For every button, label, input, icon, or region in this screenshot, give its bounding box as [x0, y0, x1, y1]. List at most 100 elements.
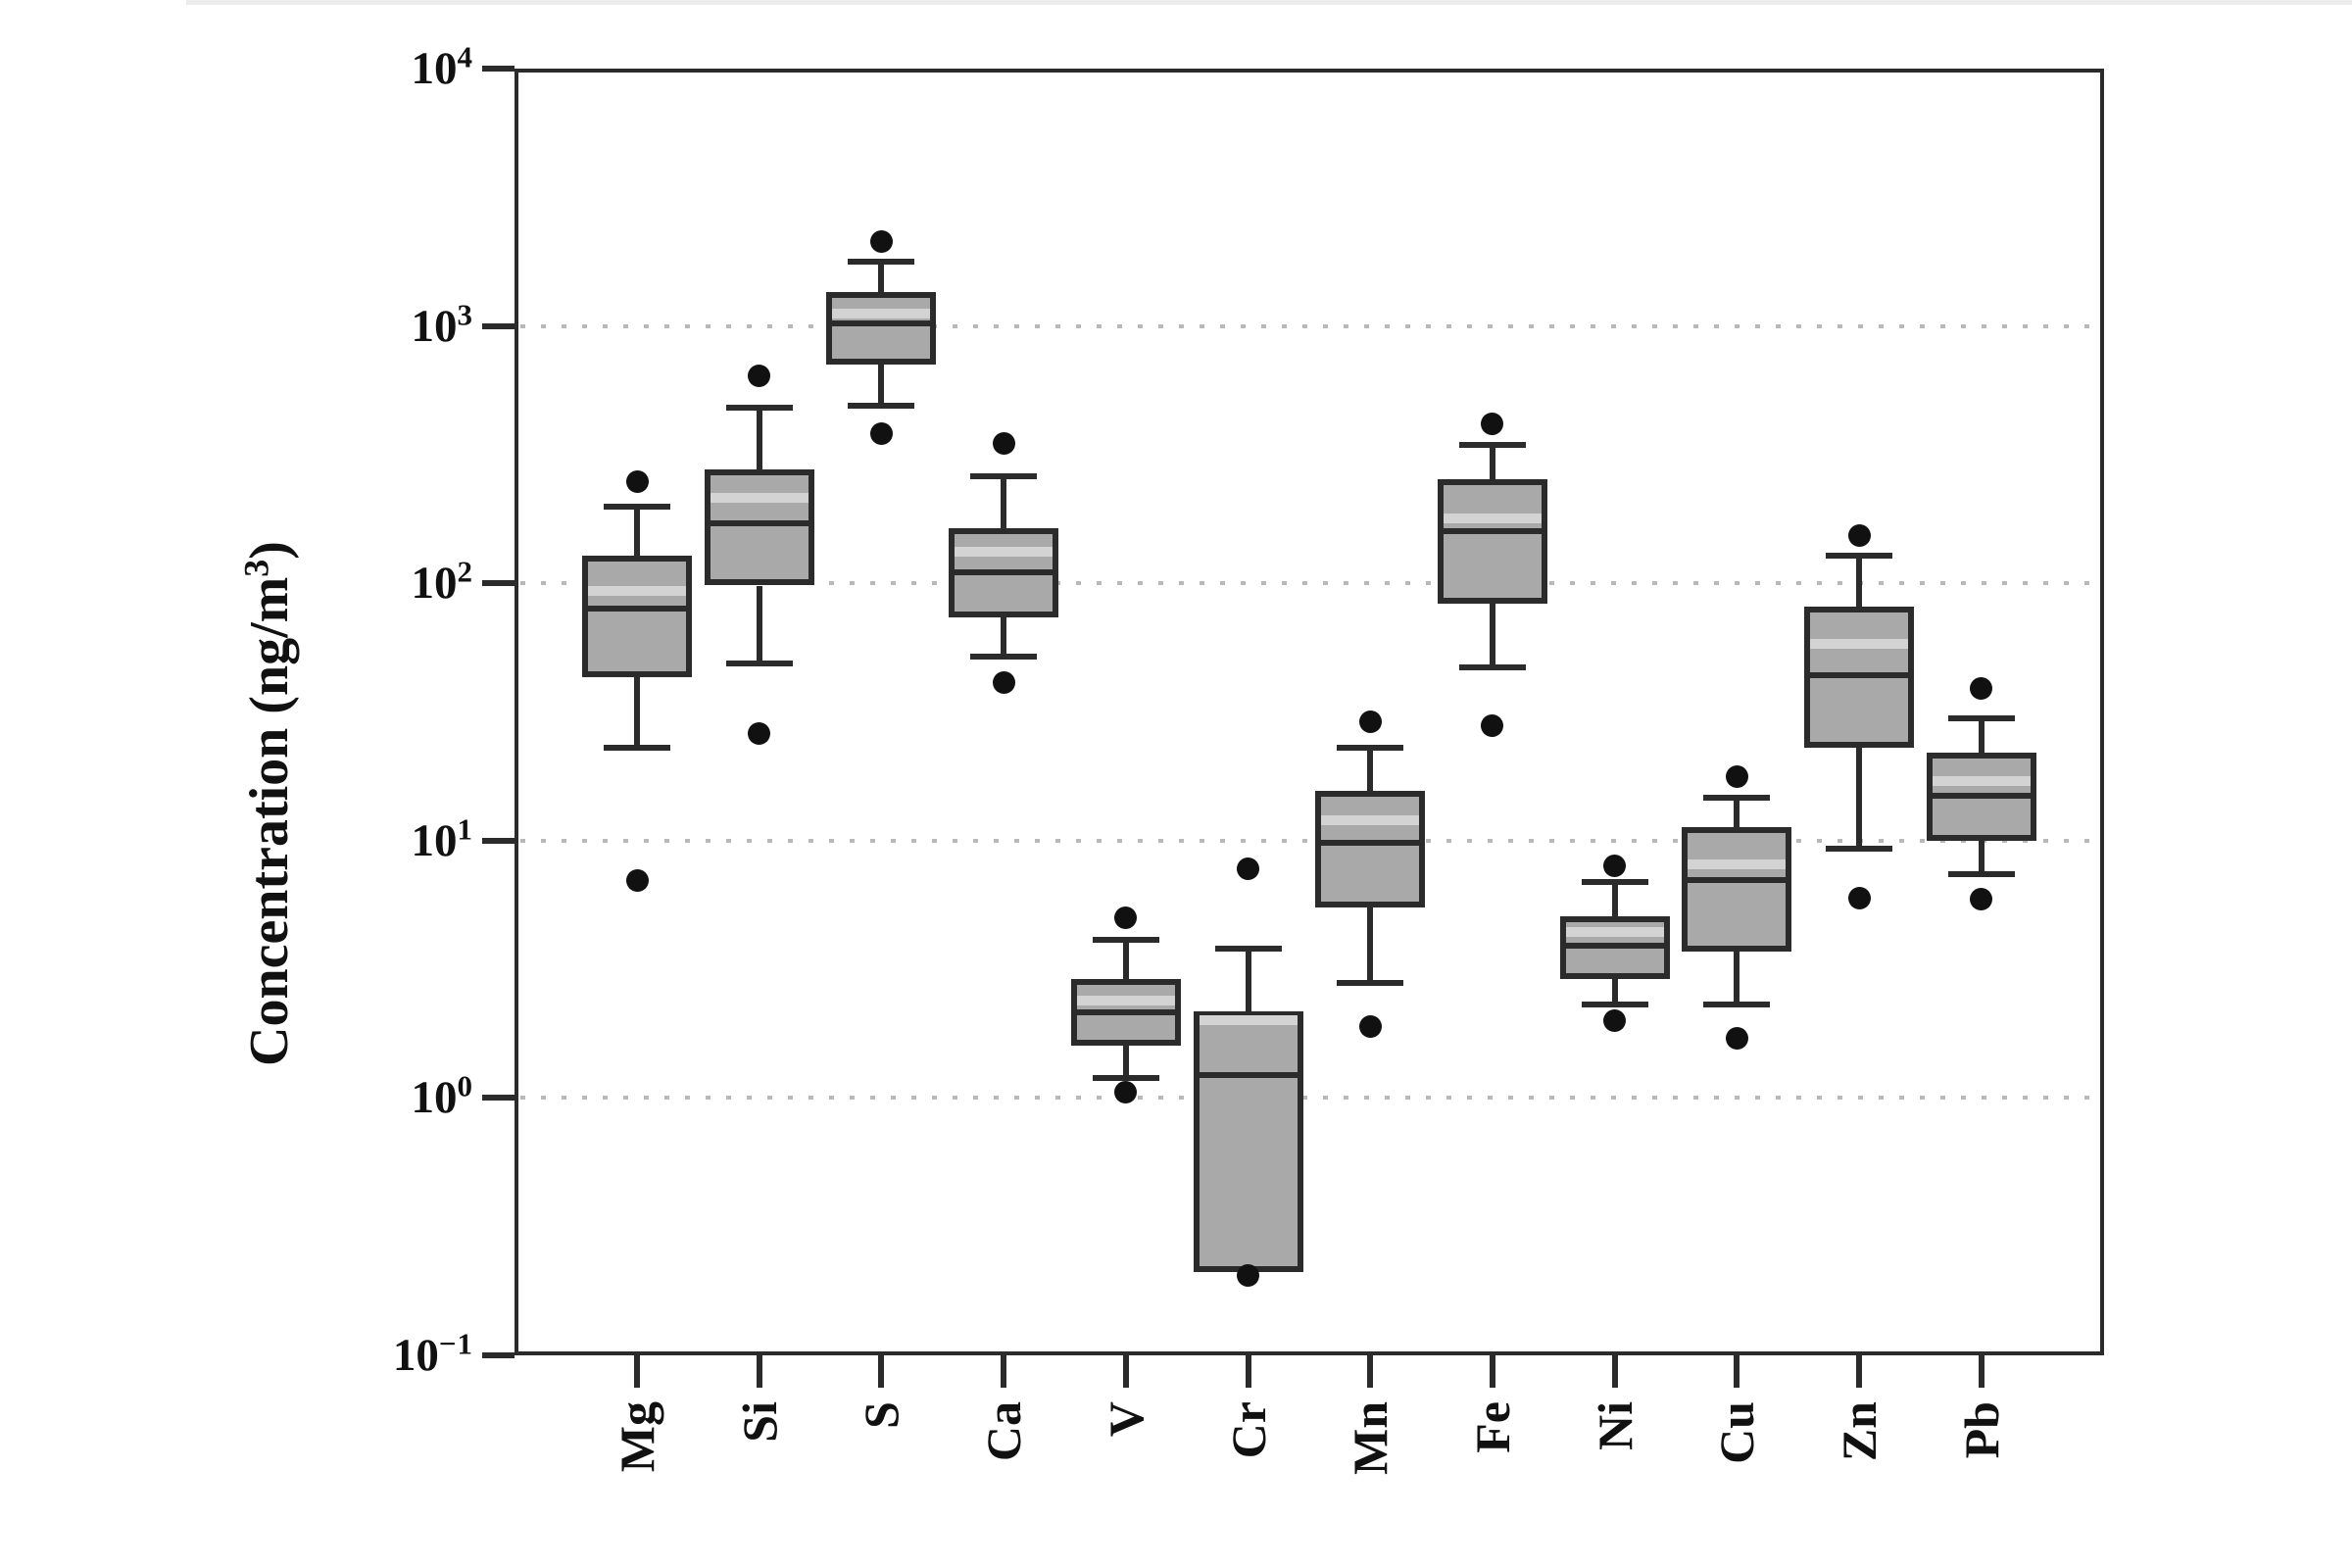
y-tick-base: 10 — [411, 1072, 458, 1124]
x-tick-mark — [878, 1355, 885, 1388]
x-tick-label-fe: Fe — [1464, 1401, 1520, 1453]
iqr-box — [704, 469, 814, 586]
x-tick-label-s: S — [854, 1401, 909, 1429]
lower-whisker-cap — [604, 744, 670, 751]
x-tick-label-v: V — [1098, 1401, 1153, 1438]
lower-whisker — [1611, 978, 1618, 1005]
upper-whisker-cap — [1337, 744, 1404, 751]
median-line — [955, 569, 1054, 576]
upper-whisker — [1001, 476, 1007, 529]
gridline-10e0 — [520, 1096, 2098, 1101]
y-tick-base: 10 — [392, 1330, 439, 1381]
iqr-box — [1437, 479, 1547, 605]
outlier-dot — [869, 422, 893, 446]
y-tick-label: 103 — [258, 297, 473, 356]
median-line — [1565, 943, 1664, 950]
y-tick-mark — [482, 322, 514, 329]
outlier-dot — [1725, 764, 1748, 788]
y-tick-exponent: 4 — [457, 39, 473, 74]
median-line — [1321, 840, 1420, 847]
lower-whisker — [1367, 906, 1374, 983]
mean-line — [1688, 858, 1787, 869]
x-tick-label-zn: Zn — [1832, 1401, 1886, 1462]
mean-line — [1199, 1015, 1298, 1026]
iqr-box — [1193, 1010, 1303, 1273]
upper-whisker — [1978, 717, 1984, 753]
x-tick-mark — [1001, 1355, 1007, 1388]
upper-whisker — [878, 261, 885, 292]
lower-whisker — [756, 585, 762, 663]
upper-whisker — [1367, 747, 1374, 792]
iqr-box — [582, 556, 692, 678]
iqr-box — [826, 291, 937, 366]
gridline-10e1 — [520, 838, 2098, 843]
outlier-dot — [1358, 1014, 1382, 1038]
y-tick-base: 10 — [411, 814, 458, 866]
upper-whisker — [1856, 556, 1862, 608]
x-tick-label-ni: Ni — [1587, 1401, 1642, 1450]
x-tick-label-cr: Cr — [1220, 1401, 1276, 1459]
upper-whisker — [1734, 797, 1740, 827]
y-tick-label: 102 — [258, 554, 473, 612]
y-tick-mark — [482, 1095, 514, 1102]
upper-whisker-cap — [1703, 794, 1771, 801]
page-top-edge — [186, 0, 2352, 5]
gridline-10e2 — [520, 581, 2098, 586]
upper-whisker-cap — [725, 405, 793, 412]
outlier-dot — [1603, 854, 1627, 877]
lower-whisker-cap — [1337, 979, 1404, 986]
outlier-dot — [1970, 888, 1993, 911]
x-tick-label-mg: Mg — [610, 1401, 664, 1473]
iqr-box — [1315, 791, 1426, 907]
mean-line — [710, 492, 808, 503]
x-tick-label-mn: Mn — [1343, 1401, 1398, 1475]
median-line — [1443, 528, 1542, 535]
median-line — [710, 520, 808, 526]
x-tick-mark — [756, 1355, 762, 1388]
lower-whisker-cap — [725, 660, 793, 666]
outlier-dot — [1237, 1263, 1259, 1287]
median-line — [1932, 792, 2031, 799]
outlier-dot — [992, 431, 1015, 455]
lower-whisker — [1001, 616, 1007, 657]
upper-whisker-cap — [1581, 879, 1648, 886]
iqr-box — [1926, 752, 2036, 841]
y-tick-exponent: −1 — [438, 1326, 473, 1361]
x-tick-label-ca: Ca — [976, 1401, 1032, 1462]
iqr-box — [1070, 978, 1181, 1046]
lower-whisker — [878, 365, 885, 406]
median-line — [1688, 877, 1787, 884]
y-tick-exponent: 1 — [457, 811, 473, 847]
mean-line — [1932, 776, 2031, 787]
outlier-dot — [1603, 1008, 1627, 1032]
x-tick-mark — [1122, 1355, 1129, 1388]
lower-whisker-cap — [848, 402, 915, 409]
y-tick-mark — [482, 1352, 514, 1358]
x-tick-label-pb: Pb — [1953, 1401, 2009, 1459]
iqr-box — [1682, 826, 1792, 953]
lower-whisker-cap — [1458, 664, 1526, 671]
mean-line — [1443, 514, 1542, 524]
y-tick-base: 10 — [411, 558, 458, 610]
x-tick-mark — [1611, 1355, 1618, 1388]
lower-whisker-cap — [1826, 846, 1892, 853]
upper-whisker-cap — [604, 504, 670, 511]
lower-whisker — [1856, 747, 1862, 850]
outlier-dot — [748, 364, 771, 387]
plot-area — [514, 69, 2104, 1355]
lower-whisker — [1978, 840, 1984, 875]
outlier-dot — [1481, 713, 1504, 737]
x-tick-mark — [1367, 1355, 1374, 1388]
iqr-box — [949, 528, 1059, 617]
iqr-box — [1804, 607, 1914, 748]
outlier-dot — [1970, 677, 1993, 701]
x-tick-mark — [1734, 1355, 1740, 1388]
upper-whisker — [1245, 949, 1251, 1011]
x-tick-mark — [1978, 1355, 1984, 1388]
lower-whisker — [634, 677, 640, 748]
median-line — [1199, 1071, 1298, 1078]
lower-whisker-cap — [1947, 871, 2015, 878]
x-tick-mark — [1856, 1355, 1862, 1388]
upper-whisker-cap — [1092, 937, 1159, 944]
